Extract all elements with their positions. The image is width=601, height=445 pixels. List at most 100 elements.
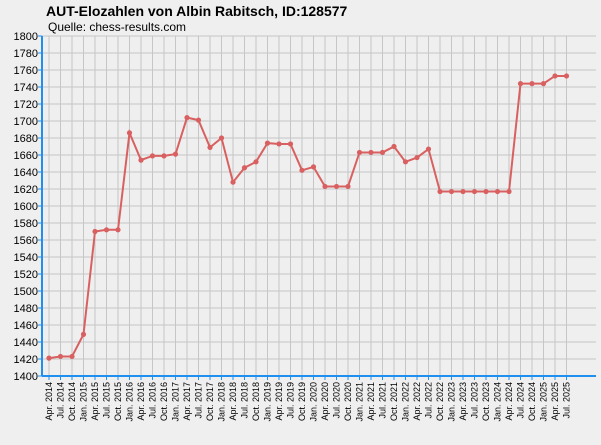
data-point	[103, 227, 110, 233]
data-point	[218, 135, 225, 141]
y-tick-label: 1560	[14, 235, 38, 247]
series-elo	[46, 73, 570, 361]
data-point	[437, 188, 443, 195]
data-point	[276, 141, 282, 147]
data-point	[471, 188, 478, 195]
y-tick-label: 1520	[14, 269, 38, 281]
x-tick-label: Oct. 2021	[389, 382, 399, 421]
y-tick-label: 1480	[14, 303, 38, 315]
x-tick-label: Apr. 2018	[228, 382, 238, 421]
x-tick-label: Oct. 2020	[343, 382, 353, 421]
y-tick-label: 1700	[14, 116, 38, 128]
x-tick-label: Jul. 2015	[102, 382, 112, 419]
y-tick-label: 1540	[14, 252, 38, 264]
data-point	[356, 149, 363, 156]
data-point	[483, 188, 489, 195]
x-tick-label: Jan. 2021	[355, 382, 365, 422]
y-tick-label: 1580	[14, 218, 38, 230]
x-tick-label: Jul. 2014	[56, 382, 66, 419]
data-point	[414, 154, 420, 161]
x-tick-label: Jan. 2020	[309, 382, 319, 422]
x-tick-label: Jan. 2024	[493, 382, 503, 422]
data-point	[506, 188, 512, 195]
x-tick-label: Apr. 2023	[458, 382, 468, 421]
data-point	[115, 227, 121, 233]
x-tick-label: Jul. 2020	[332, 382, 342, 419]
x-tick-label: Jul. 2016	[148, 382, 158, 419]
x-tick-label: Jan. 2022	[401, 382, 411, 422]
x-tick-label: Apr. 2014	[44, 382, 54, 421]
x-tick-label: Jul. 2021	[378, 382, 388, 419]
x-tick-label: Apr. 2022	[412, 382, 422, 421]
x-tick-label: Apr. 2025	[550, 382, 560, 421]
x-tick-label: Jan. 2025	[539, 382, 549, 422]
data-point	[552, 73, 558, 79]
y-tick-label: 1780	[14, 48, 38, 60]
x-tick-label: Apr. 2020	[320, 382, 330, 421]
data-point	[195, 117, 202, 123]
y-tick-label: 1720	[14, 99, 38, 111]
y-axis-ticks: 1400 1420 1440 1460 1480 1500 1520 1540 1560 1580…	[14, 31, 42, 383]
x-tick-label: Oct. 2022	[435, 382, 445, 421]
data-point	[126, 130, 133, 136]
data-point	[69, 353, 75, 360]
x-tick-label: Apr. 2019	[274, 382, 284, 421]
data-point	[517, 81, 524, 87]
data-point	[207, 144, 213, 150]
y-tick-label: 1660	[14, 150, 38, 162]
data-point	[529, 81, 535, 87]
data-point	[46, 355, 52, 361]
x-tick-label: Jan. 2019	[263, 382, 273, 422]
x-tick-label: Jan. 2016	[125, 382, 135, 422]
x-tick-label: Jan. 2023	[447, 382, 457, 422]
y-tick-label: 1760	[14, 65, 38, 77]
x-tick-label: Oct. 2014	[67, 382, 77, 421]
y-tick-label: 1440	[14, 337, 38, 349]
data-point	[138, 157, 144, 163]
data-point	[310, 164, 317, 170]
series-line	[48, 74, 567, 360]
x-tick-label: Apr. 2015	[90, 382, 100, 421]
data-point	[287, 141, 294, 147]
y-tick-label: 1640	[14, 167, 38, 179]
x-tick-label: Jul. 2019	[286, 382, 296, 419]
data-point	[333, 183, 340, 190]
data-point	[448, 188, 455, 195]
x-tick-label: Oct. 2015	[113, 382, 123, 421]
data-point	[460, 188, 466, 195]
y-tick-label: 1620	[14, 184, 38, 196]
chart-title: AUT-Elozahlen von Albin Rabitsch, ID:128…	[46, 3, 348, 19]
data-point	[494, 188, 501, 195]
x-tick-label: Jan. 2018	[217, 382, 227, 422]
y-tick-label: 1420	[14, 354, 38, 366]
grid-lines	[42, 35, 596, 377]
x-tick-label: Oct. 2018	[251, 382, 261, 421]
data-point	[540, 81, 547, 87]
y-tick-label: 1500	[14, 286, 38, 298]
x-tick-label: Jan. 2017	[171, 382, 181, 422]
x-tick-label: Jul. 2024	[516, 382, 526, 419]
data-point	[149, 153, 156, 159]
data-point	[322, 183, 328, 190]
x-tick-label: Jul. 2018	[240, 382, 250, 419]
y-tick-label: 1600	[14, 201, 38, 213]
data-point	[230, 179, 236, 185]
data-point	[92, 228, 98, 235]
x-tick-label: Oct. 2019	[297, 382, 307, 421]
data-point	[264, 140, 271, 146]
x-tick-label: Jan. 2015	[79, 382, 89, 422]
data-point	[57, 353, 64, 360]
x-tick-label: Jul. 2022	[424, 382, 434, 419]
x-axis-ticks: Apr. 2014 Jul. 2014 Oct. 2014 Jan. 2015 Apr.…	[44, 376, 572, 422]
data-point	[368, 149, 374, 156]
x-tick-label: Apr. 2024	[504, 382, 514, 421]
data-point	[184, 115, 190, 121]
data-point	[299, 167, 305, 173]
x-tick-label: Apr. 2021	[366, 382, 376, 421]
data-point	[241, 165, 248, 171]
data-point	[80, 331, 87, 337]
y-tick-label: 1800	[14, 31, 38, 43]
x-tick-label: Oct. 2024	[527, 382, 537, 421]
data-point	[345, 183, 351, 190]
